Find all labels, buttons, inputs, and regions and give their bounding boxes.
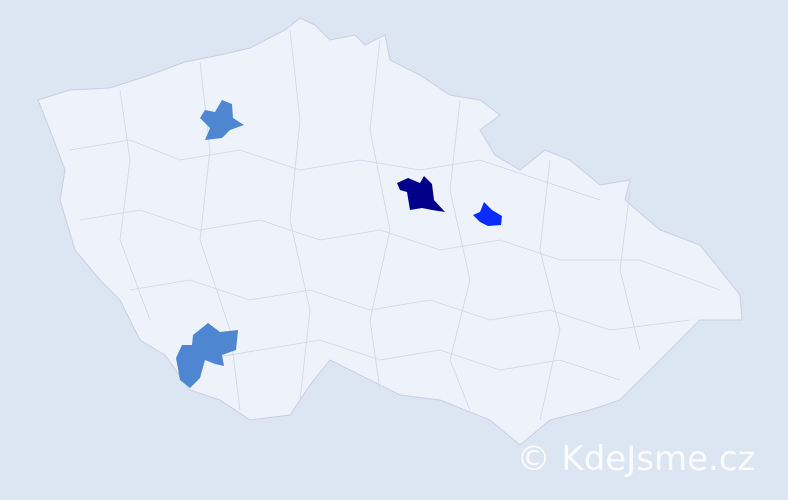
watermark: © KdeJsme.cz [517, 439, 756, 479]
district-highlight [176, 323, 238, 388]
district-highlight [473, 202, 502, 226]
district-borders [69, 29, 721, 421]
district-highlight [397, 176, 445, 212]
district-highlight [200, 100, 244, 140]
